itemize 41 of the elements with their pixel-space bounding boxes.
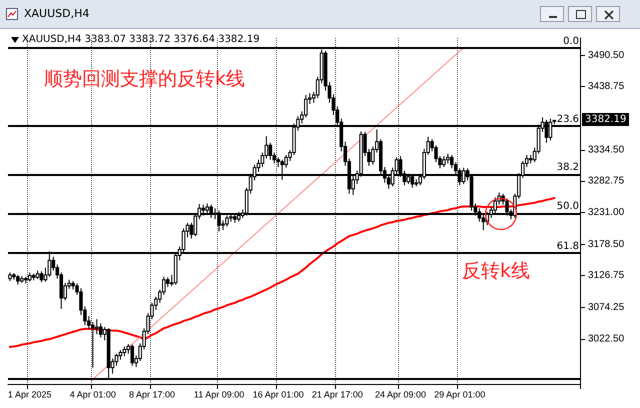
x-tick-label: 11 Apr 09:00 [194, 390, 244, 400]
y-tick-label: 3334.50 [588, 144, 625, 156]
annotation: 23.6 [556, 114, 579, 125]
x-tick-label: 1 Apr 2025 [8, 390, 52, 400]
y-tick-label: 3282.75 [588, 176, 625, 187]
candlestick [94, 318, 99, 335]
chart-title: XAUUSD,H4 [24, 7, 90, 20]
line-series [8, 196, 556, 348]
candlestick [544, 119, 548, 144]
annotation: 38.2 [556, 162, 579, 174]
x-tick-label: 8 Apr 17:00 [128, 390, 176, 400]
candlestick [446, 153, 450, 164]
candlestick [52, 256, 56, 272]
candlestick [442, 156, 446, 168]
x-tick-label: 29 Apr 01:00 [434, 390, 486, 400]
candlestick [122, 346, 126, 357]
y-tick-label: 3126.75 [588, 270, 625, 282]
text: 3382.19 [582, 112, 630, 126]
annotation: 50.0 [556, 201, 579, 212]
y-tick-label: 3438.75 [588, 81, 625, 92]
candlestick [40, 270, 44, 283]
candlestick [284, 154, 288, 168]
y-tick-label: 3022.50 [588, 333, 625, 344]
candlestick [28, 272, 32, 282]
x-tick-label: 21 Apr 17:00 [312, 390, 363, 400]
y-tick-label: 3074.25 [588, 302, 625, 313]
candlestick [268, 142, 272, 160]
x-tick-label: 4 Apr 01:00 [70, 390, 116, 400]
candlestick [98, 322, 102, 338]
annotation: 0.0 [563, 36, 579, 47]
annotation: 61.8 [556, 240, 579, 252]
y-tick-label: 3231.00 [588, 207, 625, 218]
annotation: 反转k线 [462, 259, 530, 284]
y-tick-label: 3178.50 [588, 238, 625, 250]
annotation: 顺势回测支撑的反转k线 [44, 67, 246, 92]
candlestick [130, 344, 134, 366]
chart-subtitle: XAUUSD,H4 3383.07 3383.72 3376.64 3382.19 [22, 34, 260, 45]
x-tick-label: 16 Apr 01:00 [252, 390, 304, 400]
y-tick-label: 3490.50 [588, 50, 625, 61]
candlestick [16, 274, 20, 286]
x-tick-label: 24 Apr 09:00 [374, 390, 426, 400]
